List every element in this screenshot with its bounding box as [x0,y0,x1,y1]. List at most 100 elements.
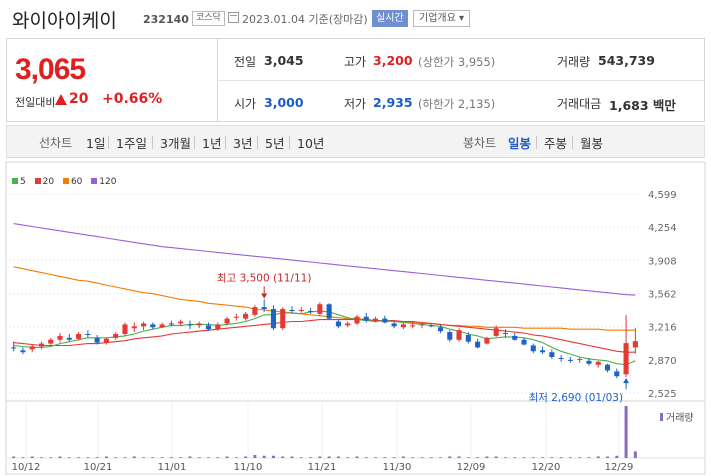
volume-bar [197,457,201,458]
tab-1d[interactable]: 1일 [86,136,106,151]
high-arrow-head [261,293,268,299]
candle-down [11,347,17,349]
divider [217,80,704,81]
tab-5y[interactable]: 5년 [265,136,285,151]
volume-bar [355,456,359,458]
tab-monthly[interactable]: 월봉 [580,136,604,151]
volume-bar [160,457,164,458]
candle-down [94,337,100,343]
volume-bar [327,456,331,458]
moving-average-ma60 [13,266,636,331]
volume-bar [578,457,582,458]
candle-down [447,332,453,340]
volume-bar [596,456,600,458]
volume-bar [30,456,34,458]
volume-bar [77,457,81,458]
candle-up [456,330,462,340]
candle-down [326,304,332,319]
price-summary: 3,065 전일대비 20 +0.66% 전일 3,045 고가 3,200 (… [6,38,705,122]
x-tick-label: 11/30 [383,462,412,473]
prev-close-label: 전일 [234,55,257,69]
candle-down [382,318,388,323]
x-tick-label: 10/21 [84,462,113,473]
candle-chart-label: 봉차트 [463,136,497,150]
candle-up [595,361,601,365]
volume-bar [207,457,211,458]
candle-up [298,310,304,312]
candle-down [428,325,434,327]
chart-period-tabs: 선차트 1일 1주일 3개월 1년 3년 5년 10년 봉차트 일봉 주봉 월봉 [6,125,705,158]
volume-bar [95,457,99,458]
volume-bar [336,456,340,458]
volume-bar [587,457,591,458]
volume-bar [39,457,43,458]
change-label: 전일대비 [15,96,56,109]
open-value: 3,000 [264,95,304,110]
legend-label: 20 [42,177,55,187]
tab-weekly[interactable]: 주봉 [544,136,568,151]
tab-1y[interactable]: 1년 [202,136,222,151]
tab-10y[interactable]: 10년 [297,136,325,151]
prev-close-value: 3,045 [264,53,304,68]
volume-bar [438,457,442,458]
calendar-icon [228,12,239,23]
legend-ma60: 60 [62,177,83,187]
volume-bar [123,457,127,458]
volume-bar [624,406,628,458]
volume-bar [179,457,183,458]
volume-bar [271,455,275,458]
candle-down [308,310,314,312]
divider [257,136,258,149]
change-percent: +0.66% [102,91,163,107]
candle-down [391,323,397,327]
candle-up [178,321,184,324]
tab-daily[interactable]: 일봉 [508,136,532,151]
volume-bar [216,457,220,458]
candle-up [623,343,629,375]
candle-up [113,333,119,338]
legend-label: 60 [70,177,83,187]
open-label: 시가 [234,97,257,111]
volume-bar [429,457,433,458]
volume-bar [513,457,517,458]
volume-bar [281,456,285,458]
volume-bar [522,457,526,458]
stock-code: 232140 [143,13,189,26]
realtime-button[interactable]: 실시간 [372,10,408,27]
candle-up [400,324,406,328]
candle-down [475,341,481,348]
lower-limit: (하한가 2,135) [418,97,496,111]
volume-bar [615,455,619,458]
y-tick-label: 2,870 [648,356,677,367]
candle-down [512,335,518,340]
candle-down [270,309,277,329]
candle-down [558,357,564,359]
candle-down [567,359,573,361]
x-tick-label: 11/01 [158,462,187,473]
divider [572,136,573,149]
tab-3m[interactable]: 3개월 [160,136,191,151]
company-info-dropdown[interactable]: 기업개요 ▾ [413,10,470,27]
market-badge: 코스닥 [192,11,225,26]
volume-bar [383,457,387,458]
candle-up [372,318,379,322]
company-name: 와이아이케이 [12,10,117,32]
tab-3y[interactable]: 3년 [233,136,253,151]
chart-frame [5,161,706,475]
candle-down [614,371,620,377]
candle-up [57,335,63,340]
volume-bar [318,456,322,458]
x-tick-label: 12/09 [457,462,486,473]
current-price: 3,065 [15,53,86,86]
moving-average-ma20 [13,319,636,353]
candle-up [493,328,499,336]
candle-up [122,324,128,334]
candle-up [159,324,165,328]
tab-1w[interactable]: 1주일 [116,136,147,151]
volume-legend-label: 거래량 [666,413,694,424]
candle-down [261,307,267,310]
volume-bar [225,456,229,458]
up-triangle-icon [55,94,67,105]
candle-up [140,323,147,327]
candlestick-chart[interactable]: 4,599 4,254 3,908 3,562 3,216 2,870 2,525 10/12… [0,160,711,476]
